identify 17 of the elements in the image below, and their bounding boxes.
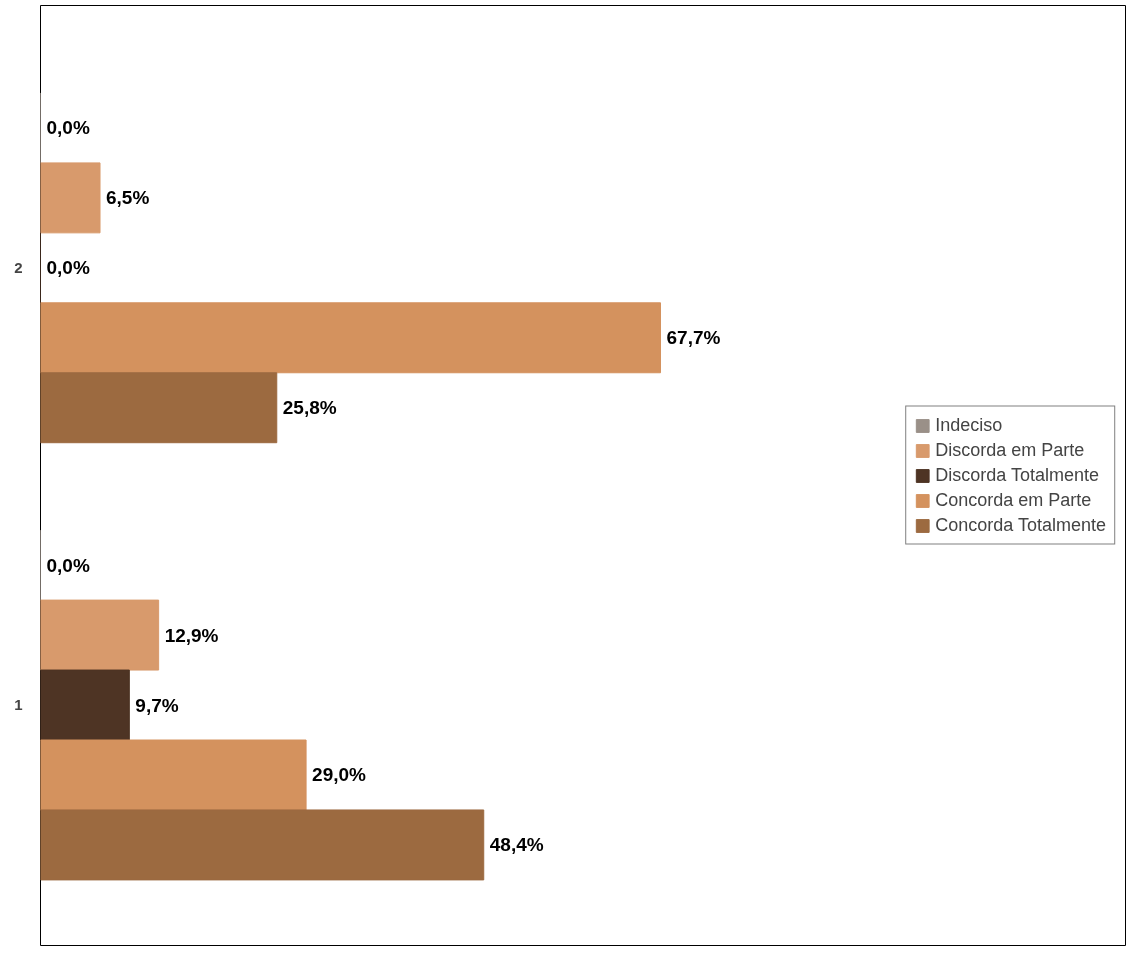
data-label: 9,7%: [135, 694, 179, 716]
y-tick-label: 2: [14, 258, 23, 276]
data-label: 0,0%: [46, 554, 90, 576]
data-label: 29,0%: [312, 764, 367, 786]
data-label: 67,7%: [666, 327, 721, 349]
data-label: 6,5%: [106, 187, 150, 209]
legend-label: Concorda em Parte: [935, 489, 1092, 511]
legend-label: Concorda Totalmente: [935, 514, 1106, 536]
y-tick-label: 1: [14, 696, 23, 714]
data-label: 25,8%: [282, 397, 337, 419]
legend-label: Discorda Totalmente: [935, 464, 1099, 486]
data-label: 0,0%: [46, 257, 90, 279]
data-label: 0,0%: [46, 117, 90, 139]
legend-label: Discorda em Parte: [935, 439, 1085, 461]
legend-label: Indeciso: [935, 414, 1003, 436]
data-label: 48,4%: [489, 834, 544, 856]
data-label: 12,9%: [164, 624, 219, 646]
